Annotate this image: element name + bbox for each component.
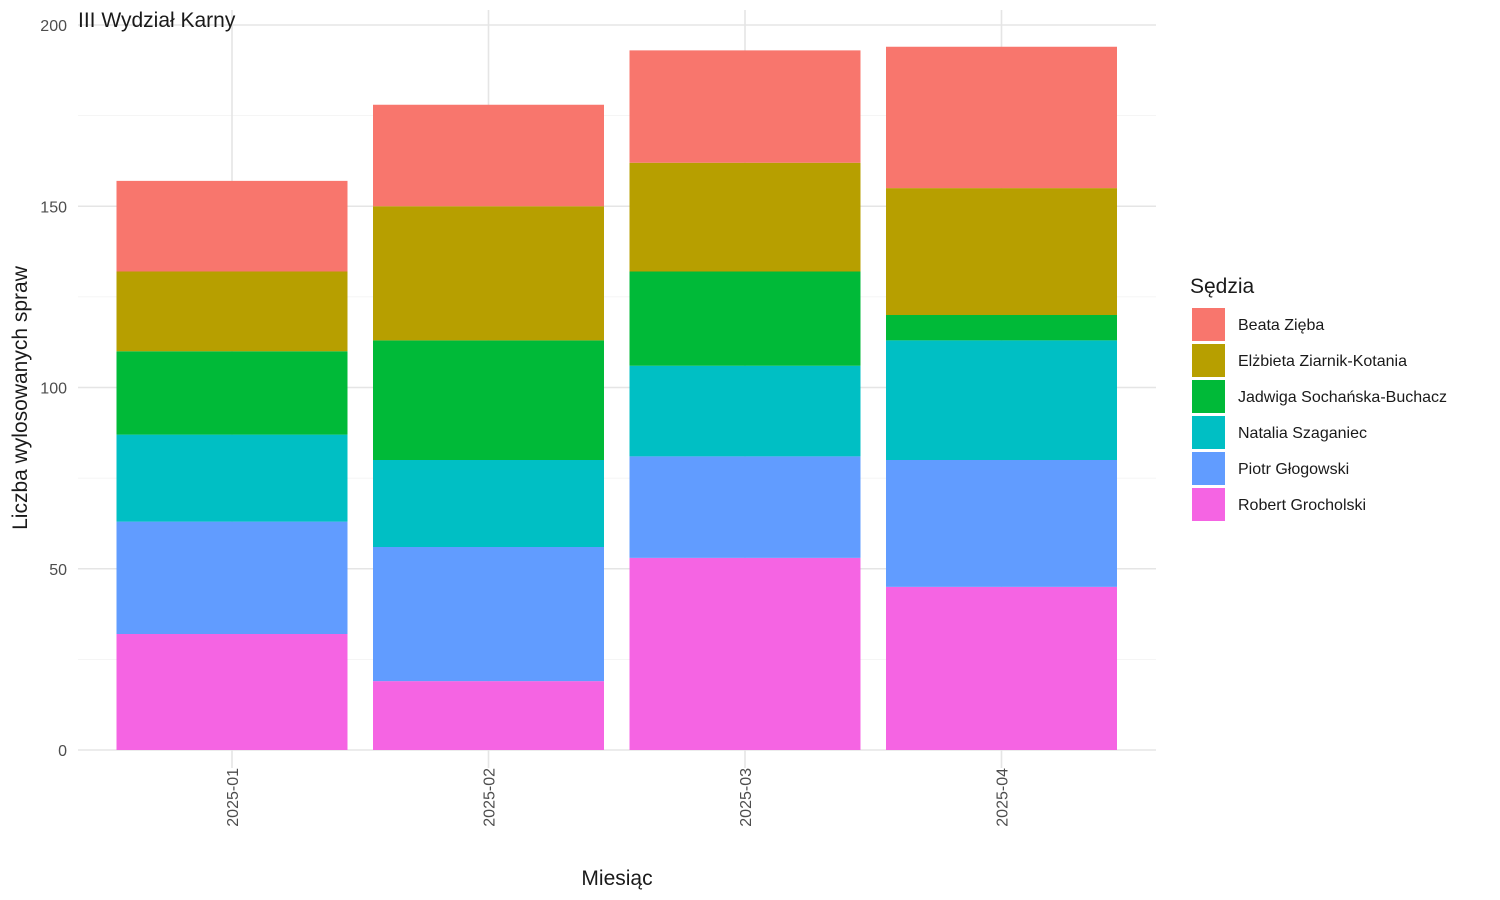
y-tick-label: 0 [58,743,67,760]
y-tick-label: 200 [40,18,67,35]
y-tick-label: 50 [49,562,67,579]
legend-label: Beata Zięba [1238,317,1324,334]
y-axis-title: Liczba wylosowanych spraw [9,265,32,530]
legend-title: Sędzia [1190,275,1255,298]
legend-key [1192,308,1225,341]
bar-segment [373,206,604,341]
x-axis-ticks: 2025-01 2025-02 2025-03 2025-04 [225,768,1012,827]
bar-segment [886,586,1117,750]
bar-segment [116,271,348,352]
bar-segment [629,162,861,272]
bar-segment [886,460,1117,587]
x-axis-title: Miesiąc [581,867,652,890]
bar-segment [886,46,1117,189]
y-tick-label: 150 [40,199,67,216]
legend: Sędzia Beata Zięba Elżbieta Ziarnik-Kotan… [1190,275,1447,521]
bar-segment [116,180,348,272]
y-axis-ticks: 0 50 100 150 200 [40,18,67,760]
bars [116,46,1117,750]
bar-segment [629,271,861,366]
bar-segment [886,188,1117,315]
bar-segment [116,521,348,634]
legend-label: Elżbieta Ziarnik-Kotania [1238,353,1407,370]
bar-segment [116,434,348,522]
x-tick-label: 2025-03 [738,768,755,827]
legend-label: Piotr Głogowski [1238,461,1349,478]
bar-segment [629,365,861,457]
x-tick-label: 2025-02 [482,768,499,827]
bar-segment [629,557,861,750]
x-tick-label: 2025-01 [225,768,242,827]
bar-segment [373,547,604,682]
legend-key [1192,416,1225,449]
bar-segment [886,340,1117,460]
x-tick-label: 2025-04 [995,768,1012,827]
bar-segment [629,50,861,163]
legend-key [1192,452,1225,485]
bar-segment [373,104,604,207]
bar-segment [629,456,861,558]
bar-segment [373,460,604,547]
legend-label: Jadwiga Sochańska-Buchacz [1238,389,1447,406]
bar-segment [373,681,604,750]
y-tick-label: 100 [40,381,67,398]
bar-segment [116,351,348,435]
bar-segment [373,340,604,460]
legend-key [1192,344,1225,377]
bar-segment [116,634,348,750]
chart-subtitle: III Wydział Karny [78,9,236,32]
legend-label: Robert Grocholski [1238,497,1366,514]
legend-key [1192,380,1225,413]
legend-label: Natalia Szaganiec [1238,425,1367,442]
bar-segment [886,315,1117,341]
legend-key [1192,488,1225,521]
